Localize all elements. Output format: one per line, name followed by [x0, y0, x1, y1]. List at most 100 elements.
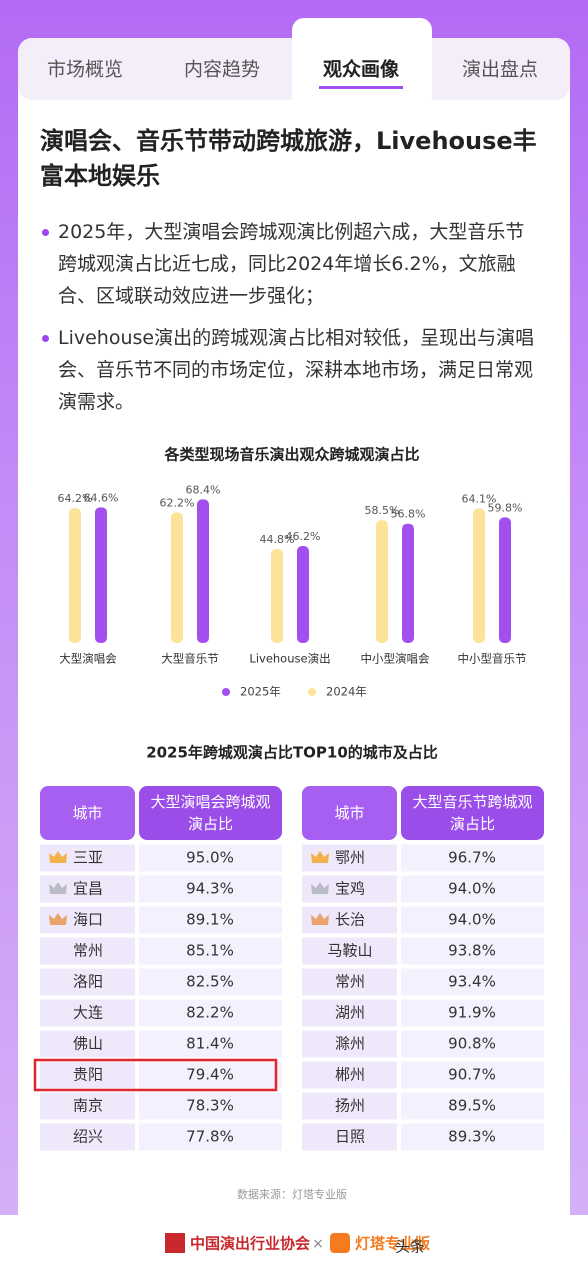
- crown-icon: [311, 851, 329, 863]
- city: 滁州: [335, 1035, 365, 1053]
- value-label: 68.4%: [186, 483, 221, 496]
- row-bg: [139, 1030, 282, 1058]
- city: 常州: [335, 973, 365, 991]
- bullet: Livehouse演出的跨城观演占比相对较低，呈现出与演唱会、音乐节不同的市场定…: [58, 327, 535, 413]
- table-title: 2025年跨城观演占比TOP10的城市及占比: [146, 744, 438, 762]
- city: 宝鸡: [335, 880, 365, 898]
- row-bg: [302, 999, 397, 1027]
- highlight-box: [33, 1058, 278, 1092]
- headline: 演唱会、音乐节带动跨城旅游，Livehouse丰富本地娱乐: [40, 127, 537, 190]
- value-label: 46.2%: [286, 530, 321, 543]
- header-cell: [401, 786, 544, 840]
- ratio: 95.0%: [186, 849, 234, 867]
- row-bg: [40, 1061, 135, 1089]
- crown-icon: [311, 882, 329, 894]
- header-text: 城市: [72, 804, 103, 822]
- tab: 演出盘点: [462, 59, 538, 81]
- bar: [297, 545, 309, 643]
- row-bg: [401, 1123, 544, 1151]
- x-tick-label: 中小型演唱会: [361, 652, 430, 666]
- header-cell: [302, 786, 397, 840]
- row-bg: [302, 968, 397, 996]
- tab: 观众画像: [323, 58, 400, 81]
- ratio: 81.4%: [186, 1035, 234, 1053]
- tab-underline: [319, 86, 403, 89]
- ratio: 91.9%: [448, 1004, 496, 1022]
- crown-icon: [49, 851, 67, 863]
- header-cell: [139, 786, 282, 840]
- value-label: 44.8%: [260, 533, 295, 546]
- x-tick-label: 中小型音乐节: [458, 652, 527, 666]
- crown-icon: [311, 913, 329, 925]
- row-bg: [139, 1123, 282, 1151]
- row-bg: [40, 968, 135, 996]
- value-label: 58.5%: [365, 504, 400, 517]
- row-bg: [302, 1030, 397, 1058]
- row-bg: [401, 1030, 544, 1058]
- tab: 内容趋势: [184, 59, 260, 81]
- ratio: 82.2%: [186, 1004, 234, 1022]
- city: 贵阳: [73, 1066, 103, 1084]
- row-bg: [139, 906, 282, 934]
- x-tick-label: 大型音乐节: [161, 652, 219, 666]
- value-label: 64.1%: [462, 492, 497, 505]
- footer-sep: ×: [312, 1236, 324, 1252]
- footer-bar: [0, 1215, 588, 1270]
- city: 宜昌: [73, 880, 103, 898]
- row-bg: [401, 1061, 544, 1089]
- city: 南京: [73, 1097, 103, 1115]
- row-bg: [139, 844, 282, 872]
- bar: [473, 508, 485, 643]
- city: 海口: [73, 911, 103, 929]
- legend-label: 2025年: [240, 685, 281, 699]
- row-bg: [139, 999, 282, 1027]
- legend-swatch: [222, 688, 230, 696]
- row-bg: [40, 937, 135, 965]
- ratio: 94.0%: [448, 911, 496, 929]
- ratio: 85.1%: [186, 942, 234, 960]
- tab: 市场概览: [47, 59, 123, 81]
- bar: [376, 520, 388, 643]
- bar: [197, 499, 209, 643]
- city: 绍兴: [73, 1128, 103, 1146]
- ratio: 96.7%: [448, 849, 496, 867]
- row-bg: [401, 875, 544, 903]
- x-tick-label: Livehouse演出: [249, 652, 330, 666]
- header-cell: [40, 786, 135, 840]
- city: 三亚: [73, 849, 103, 867]
- ratio: 93.8%: [448, 942, 496, 960]
- bar: [95, 507, 107, 643]
- source: 数据来源：灯塔专业版: [237, 1187, 347, 1201]
- city: 马鞍山: [327, 942, 372, 960]
- row-bg: [139, 1092, 282, 1120]
- bar: [499, 517, 511, 643]
- bar: [69, 508, 81, 643]
- header-text: 大型音乐节跨城观演占比: [412, 793, 533, 833]
- legend-label: 2024年: [326, 685, 367, 699]
- crown-icon: [49, 882, 67, 894]
- city: 日照: [335, 1128, 365, 1146]
- ratio: 82.5%: [186, 973, 234, 991]
- row-bg: [401, 968, 544, 996]
- ratio: 78.3%: [186, 1097, 234, 1115]
- row-bg: [401, 999, 544, 1027]
- value-label: 62.2%: [160, 496, 195, 509]
- city: 长治: [335, 911, 365, 929]
- city: 郴州: [335, 1066, 365, 1084]
- ratio: 77.8%: [186, 1128, 234, 1146]
- city: 大连: [73, 1004, 103, 1022]
- row-bg: [139, 875, 282, 903]
- row-bg: [40, 1030, 135, 1058]
- row-bg: [40, 1092, 135, 1120]
- ratio: 89.5%: [448, 1097, 496, 1115]
- value-label: 64.2%: [58, 492, 93, 505]
- row-bg: [302, 1061, 397, 1089]
- ratio: 89.1%: [186, 911, 234, 929]
- row-bg: [401, 1092, 544, 1120]
- row-bg: [401, 937, 544, 965]
- header-text: 大型演唱会跨城观演占比: [150, 793, 271, 833]
- ratio: 93.4%: [448, 973, 496, 991]
- city: 常州: [73, 942, 103, 960]
- row-bg: [139, 968, 282, 996]
